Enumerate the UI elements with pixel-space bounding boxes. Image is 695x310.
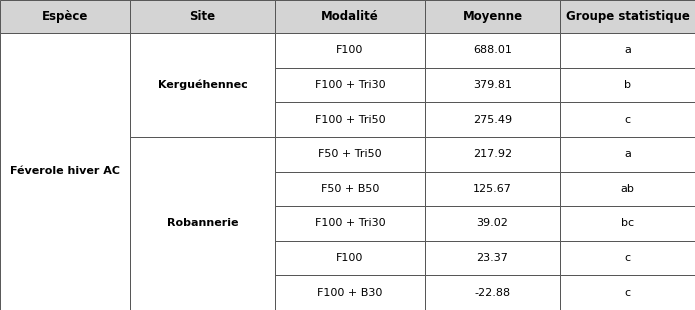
Text: F100 + Tri30: F100 + Tri30: [315, 219, 385, 228]
Bar: [560, 0, 695, 33]
Bar: [425, 241, 560, 275]
Bar: [275, 275, 425, 310]
Text: 275.49: 275.49: [473, 115, 512, 125]
Text: -22.88: -22.88: [475, 288, 511, 298]
Text: ab: ab: [621, 184, 635, 194]
Text: Site: Site: [190, 10, 215, 23]
Text: F50 + B50: F50 + B50: [321, 184, 379, 194]
Text: bc: bc: [621, 219, 634, 228]
Bar: [560, 137, 695, 171]
Bar: [560, 68, 695, 102]
Text: F50 + Tri50: F50 + Tri50: [318, 149, 382, 159]
Text: 379.81: 379.81: [473, 80, 512, 90]
Bar: [275, 241, 425, 275]
Bar: [425, 137, 560, 171]
Text: c: c: [624, 253, 630, 263]
Bar: [130, 0, 275, 33]
Bar: [560, 206, 695, 241]
Text: Robannerie: Robannerie: [167, 219, 238, 228]
Text: Moyenne: Moyenne: [462, 10, 523, 23]
Text: Groupe statistique: Groupe statistique: [566, 10, 689, 23]
Text: Féverole hiver AC: Féverole hiver AC: [10, 166, 120, 176]
Bar: [560, 241, 695, 275]
Bar: [275, 0, 425, 33]
Text: a: a: [624, 149, 631, 159]
Text: F100 + Tri50: F100 + Tri50: [315, 115, 385, 125]
Bar: [425, 275, 560, 310]
Bar: [560, 171, 695, 206]
Text: Kerguéhennec: Kerguéhennec: [158, 80, 247, 90]
Text: a: a: [624, 45, 631, 55]
Text: 688.01: 688.01: [473, 45, 512, 55]
Text: 217.92: 217.92: [473, 149, 512, 159]
Text: 39.02: 39.02: [477, 219, 509, 228]
Bar: [275, 137, 425, 171]
Bar: [130, 33, 275, 137]
Bar: [275, 206, 425, 241]
Bar: [275, 33, 425, 68]
Text: c: c: [624, 115, 630, 125]
Text: b: b: [624, 80, 631, 90]
Text: Modalité: Modalité: [321, 10, 379, 23]
Bar: [130, 137, 275, 310]
Text: F100 + B30: F100 + B30: [318, 288, 383, 298]
Text: 23.37: 23.37: [477, 253, 509, 263]
Bar: [425, 33, 560, 68]
Bar: [275, 68, 425, 102]
Text: F100: F100: [336, 45, 363, 55]
Bar: [425, 171, 560, 206]
Text: c: c: [624, 288, 630, 298]
Bar: [425, 206, 560, 241]
Bar: [560, 275, 695, 310]
Text: 125.67: 125.67: [473, 184, 512, 194]
Bar: [425, 68, 560, 102]
Bar: [425, 0, 560, 33]
Bar: [425, 102, 560, 137]
Text: F100: F100: [336, 253, 363, 263]
Bar: [0, 33, 130, 310]
Bar: [0, 0, 130, 33]
Bar: [560, 33, 695, 68]
Bar: [275, 171, 425, 206]
Text: Espèce: Espèce: [42, 10, 88, 23]
Bar: [275, 102, 425, 137]
Text: F100 + Tri30: F100 + Tri30: [315, 80, 385, 90]
Bar: [560, 102, 695, 137]
